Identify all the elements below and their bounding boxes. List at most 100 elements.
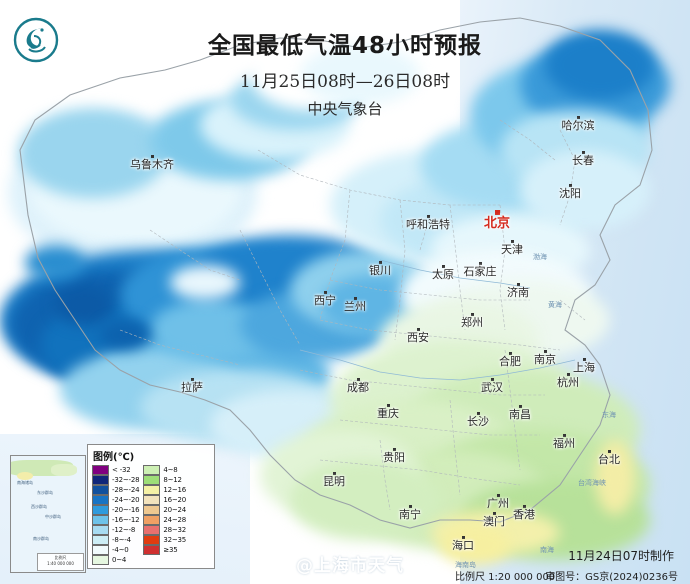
inset-scale-value: 1:40 000 000 [47, 560, 74, 566]
sea-label: 南海 [540, 546, 554, 554]
legend-item: -28~-24 [92, 484, 140, 495]
city-name: 澳门 [483, 515, 505, 528]
legend-label: 12~16 [163, 485, 187, 494]
inset-label: 中沙群岛 [45, 514, 61, 519]
inset-label: 西沙群岛 [31, 504, 47, 509]
city-marker-icon [494, 210, 500, 215]
legend: 图例(℃) < -32 -32~-28 -28~-24 -24~-20 -20~-16-… [87, 444, 215, 569]
city-label: 兰州 [344, 297, 366, 312]
city-name: 西安 [407, 331, 429, 344]
legend-item: 8~12 [143, 474, 186, 485]
sea-label: 渤海 [533, 253, 547, 261]
legend-item: -16~-12 [92, 514, 140, 525]
city-name: 杭州 [557, 376, 579, 389]
city-name: 合肥 [499, 355, 521, 368]
legend-label: 20~24 [163, 505, 187, 514]
legend-swatch [92, 524, 109, 535]
city-name: 成都 [347, 381, 369, 394]
sea-label: 台湾海峡 [578, 479, 606, 487]
city-label: 郑州 [461, 313, 483, 328]
watermark-handle: @上海市天气 [296, 556, 404, 576]
legend-label: < -32 [112, 465, 131, 474]
city-label: 银川 [369, 261, 391, 276]
legend-label: -12~-8 [112, 525, 136, 534]
legend-title: 图例(℃) [93, 452, 135, 463]
legend-label: 32~35 [163, 535, 187, 544]
legend-label: -24~-20 [112, 495, 140, 504]
city-name: 银川 [369, 264, 391, 277]
city-name: 重庆 [377, 407, 399, 420]
legend-item: 4~8 [143, 464, 186, 475]
legend-label: -32~-28 [112, 475, 140, 484]
legend-swatch [143, 484, 161, 495]
city-label: 香港 [513, 505, 535, 520]
city-name: 拉萨 [181, 381, 203, 394]
legend-swatch [143, 524, 161, 535]
city-label: 北京 [484, 210, 510, 230]
city-name: 长春 [572, 154, 594, 167]
city-name: 太原 [432, 268, 454, 281]
city-name: 南京 [534, 353, 556, 366]
city-label: 成都 [347, 378, 369, 393]
legend-swatch [92, 494, 109, 505]
city-name: 沈阳 [559, 187, 581, 200]
city-label: 合肥 [499, 352, 521, 367]
inset-label: 南海诸岛 [17, 480, 33, 485]
city-name: 福州 [553, 437, 575, 450]
legend-swatch [92, 464, 109, 475]
city-label: 拉萨 [181, 378, 203, 393]
city-label: 昆明 [323, 472, 345, 487]
legend-swatch [143, 464, 161, 475]
legend-item: 20~24 [143, 504, 187, 515]
city-label: 贵阳 [383, 448, 405, 463]
city-label: 澳门 [483, 512, 505, 527]
sea-label: 东海 [602, 411, 616, 419]
city-name: 西宁 [314, 294, 336, 307]
legend-swatch [143, 504, 161, 515]
legend-item: 24~28 [143, 514, 187, 525]
inset-label: 南沙群岛 [33, 536, 49, 541]
city-label: 杭州 [557, 373, 579, 388]
legend-label: 24~28 [163, 515, 187, 524]
city-label: 南昌 [509, 405, 531, 420]
weibo-watermark: @上海市天气 [272, 551, 404, 576]
city-label: 西宁 [314, 291, 336, 306]
legend-label: -4~0 [112, 545, 129, 554]
city-label: 哈尔滨 [562, 116, 595, 131]
production-time: 11月24日07时制作 [568, 549, 674, 563]
map-approval-number: 审图号：GS京(2024)0236号 [545, 572, 678, 583]
city-name: 兰州 [344, 300, 366, 313]
legend-label: 28~32 [163, 525, 187, 534]
legend-label: 8~12 [163, 475, 182, 484]
legend-label: 0~4 [112, 555, 127, 564]
inset-scale-title: 比例尺 [54, 555, 67, 560]
city-name: 广州 [487, 497, 509, 510]
city-name: 武汉 [481, 381, 503, 394]
legend-label: -16~-12 [112, 515, 140, 524]
city-name: 昆明 [323, 475, 345, 488]
legend-swatch [143, 474, 161, 485]
legend-swatch [92, 474, 109, 485]
legend-item: 32~35 [143, 534, 187, 545]
city-name: 郑州 [461, 316, 483, 329]
city-label: 西安 [407, 328, 429, 343]
sea-label: 海南岛 [455, 561, 476, 569]
inset-label: 东沙群岛 [37, 490, 53, 495]
city-label: 石家庄 [464, 262, 497, 277]
city-label: 沈阳 [559, 184, 581, 199]
legend-item: 28~32 [143, 524, 187, 535]
city-label: 海口 [452, 536, 474, 551]
city-label: 南京 [534, 350, 556, 365]
cma-dragon-logo-icon [12, 16, 60, 64]
city-label: 乌鲁木齐 [130, 155, 174, 170]
legend-item: -12~-8 [92, 524, 139, 535]
legend-item: -32~-28 [92, 474, 140, 485]
inset-scale-box: 比例尺 1:40 000 000 [37, 553, 84, 571]
legend-column-cold: < -32 -32~-28 -28~-24 -24~-20 -20~-16 -16~-12… [92, 464, 140, 565]
city-label: 济南 [507, 283, 529, 298]
legend-swatch [92, 554, 109, 565]
city-name: 长沙 [467, 415, 489, 428]
legend-item: -4~0 [92, 544, 139, 555]
city-name: 哈尔滨 [561, 119, 595, 132]
